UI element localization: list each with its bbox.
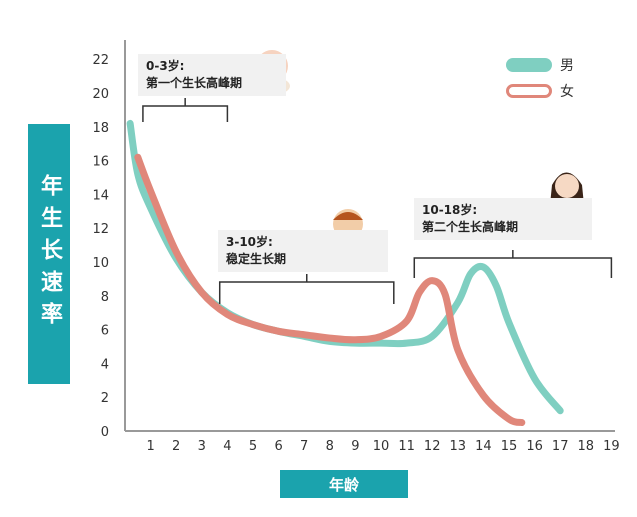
callout-stage1-line2: 第一个生长高峰期 [146, 76, 243, 90]
bracket-3-10 [218, 274, 395, 304]
x-tick-label-19: 19 [603, 439, 620, 454]
callout-stage1: 0-3岁: 第一个生长高峰期 [138, 54, 286, 96]
bracket-10-18 [413, 250, 613, 278]
bracket-0-3 [142, 98, 229, 122]
callout-stage1-line1: 0-3岁: [146, 59, 185, 73]
legend: 男 女 [506, 52, 574, 104]
legend-item-female: 女 [506, 78, 574, 104]
x-tick-label-12: 12 [424, 439, 441, 454]
x-tick-label-1: 1 [146, 439, 154, 454]
y-tick-label-6: 6 [101, 324, 109, 339]
legend-label-male: 男 [560, 58, 574, 74]
x-tick-label-7: 7 [300, 439, 308, 454]
y-tick-label-14: 14 [92, 188, 109, 203]
x-tick-label-8: 8 [326, 439, 334, 454]
callout-stage2-line2: 稳定生长期 [226, 252, 287, 266]
x-tick-label-10: 10 [373, 439, 390, 454]
callout-stage2: 3-10岁: 稳定生长期 [218, 230, 388, 272]
y-tick-label-2: 2 [101, 391, 109, 406]
teen-girl-icon [555, 174, 579, 198]
y-tick-label-22: 22 [92, 53, 109, 68]
legend-label-female: 女 [560, 84, 574, 100]
x-tick-label-11: 11 [398, 439, 415, 454]
x-tick-label-13: 13 [450, 439, 467, 454]
x-tick-label-17: 17 [552, 439, 569, 454]
legend-item-male: 男 [506, 52, 574, 78]
legend-swatch-male [506, 58, 552, 72]
y-tick-label-4: 4 [101, 357, 109, 372]
x-tick-label-2: 2 [172, 439, 180, 454]
x-tick-label-14: 14 [475, 439, 492, 454]
x-tick-label-5: 5 [249, 439, 257, 454]
x-tick-label-18: 18 [578, 439, 595, 454]
y-tick-label-20: 20 [92, 87, 109, 102]
x-tick-label-3: 3 [198, 439, 206, 454]
y-tick-label-12: 12 [92, 222, 109, 237]
x-tick-label-4: 4 [223, 439, 231, 454]
callout-stage3: 10-18岁: 第二个生长高峰期 [414, 198, 592, 240]
callout-stage3-line1: 10-18岁: [422, 203, 478, 217]
legend-swatch-female [506, 84, 552, 98]
x-axis-label: 年龄 [280, 470, 408, 498]
series-line-female [134, 153, 526, 427]
callout-stage3-line2: 第二个生长高峰期 [422, 220, 519, 234]
y-tick-label-8: 8 [101, 290, 109, 305]
y-tick-label-0: 0 [101, 425, 109, 440]
y-tick-label-10: 10 [92, 256, 109, 271]
y-tick-label-18: 18 [92, 121, 109, 136]
y-axis-label: 年生长速率 [28, 124, 70, 384]
x-tick-label-6: 6 [274, 439, 282, 454]
toddler-hair [333, 212, 363, 220]
x-tick-label-9: 9 [351, 439, 359, 454]
x-tick-label-16: 16 [526, 439, 543, 454]
y-tick-label-16: 16 [92, 155, 109, 170]
x-tick-label-15: 15 [501, 439, 518, 454]
callout-stage2-line1: 3-10岁: [226, 235, 273, 249]
